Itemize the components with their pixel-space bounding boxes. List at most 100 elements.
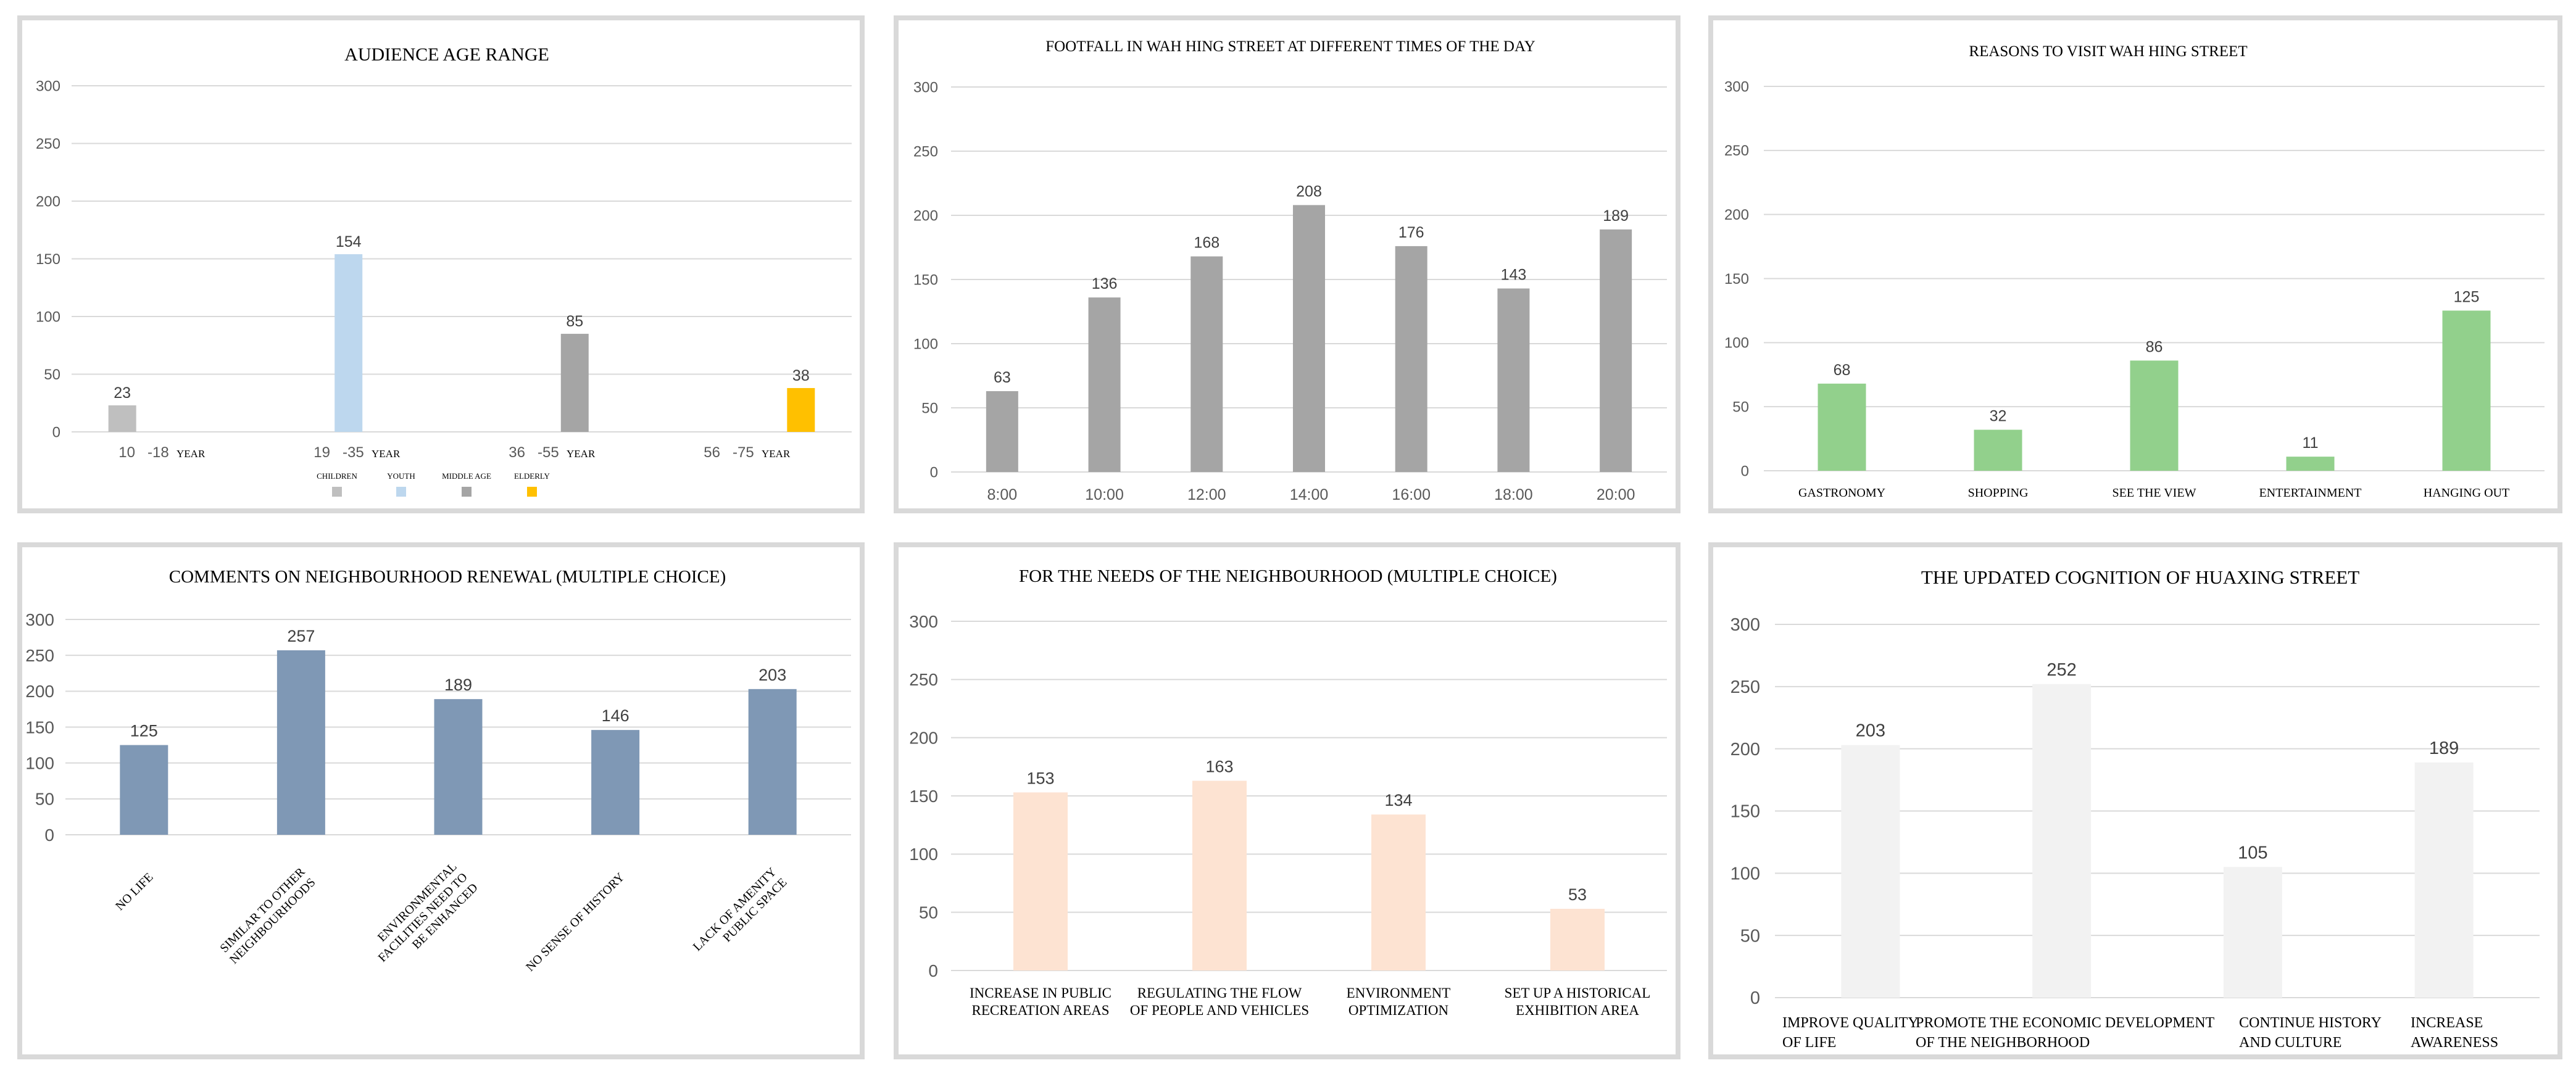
data-label: 134 [1384,791,1412,809]
x-tick-label-line: OF THE NEIGHBORHOOD [1916,1035,2090,1051]
legend-label: CHILDREN [317,471,357,481]
data-label: 154 [336,233,362,250]
chart-title: FOOTFALL IN WAH HING STREET AT DIFFERENT… [1045,38,1535,55]
x-tick-label-line: SIMILAR TO OTHER [217,865,308,956]
x-tick-label-line: IMPROVE QUALITY [1782,1015,1919,1031]
y-tick-label: 100 [1730,864,1760,884]
y-tick-label: 200 [1724,207,1749,223]
data-label: 163 [1205,757,1233,776]
x-tick-label: HANGING OUT [2424,486,2509,500]
x-tick-label: NO LIFE [113,871,156,913]
y-tick-label: 150 [1724,271,1749,288]
y-tick-label: 300 [913,79,938,96]
y-tick-label: 100 [913,336,938,352]
x-tick-label-line: EXHIBITION AREA [1516,1003,1639,1018]
bar [120,745,168,835]
chart-needs: FOR THE NEEDS OF THE NEIGHBOURHOOD (MULT… [909,566,1667,1018]
chart-title: THE UPDATED COGNITION OF HUAXING STREET [1921,566,2359,588]
x-tick-number: 56 [704,444,720,461]
bar [1841,745,1900,998]
y-tick-label: 50 [1740,926,1760,946]
x-tick-number: 19 [314,444,330,461]
x-tick-range: -35 [343,444,364,461]
chart-title: FOR THE NEEDS OF THE NEIGHBOURHOOD (MULT… [1019,566,1557,586]
bar-elderly [787,387,815,432]
y-tick-label: 100 [909,845,938,864]
x-tick-label: 8:00 [987,486,1018,503]
y-tick-label: 300 [1730,615,1760,635]
x-tick-label-line: SET UP A HISTORICAL [1505,985,1651,1001]
data-label: 85 [566,313,583,330]
x-tick-label: 12:00 [1187,486,1226,503]
x-tick-label-line: REGULATING THE FLOW [1137,985,1302,1001]
data-label: 208 [1296,183,1322,200]
x-tick-label-line: OPTIMIZATION [1348,1003,1449,1018]
chart-panel-cognition: THE UPDATED COGNITION OF HUAXING STREET 0… [1708,542,2562,1059]
x-tick-label-line: FACILITIES NEED TO [376,871,470,965]
bar [2130,360,2179,471]
y-tick-label: 250 [36,136,60,152]
chart-title: REASONS TO VISIT WAH HING STREET [1969,43,2247,60]
y-tick-label: 50 [919,903,938,922]
bar [1395,246,1427,472]
data-label: 143 [1501,267,1527,284]
y-tick-label: 100 [25,753,54,772]
y-tick-label: 150 [1730,802,1760,822]
bar [2286,457,2335,471]
bar [986,391,1018,472]
y-tick-label: 150 [909,787,938,806]
x-tick-label-line: AWARENESS [2411,1035,2498,1051]
x-tick-label-line: NO LIFE [113,871,156,913]
bar [1818,383,1866,471]
legend-swatch [396,487,406,497]
x-tick-label-line: CONTINUE HISTORY [2239,1015,2382,1031]
bar [2223,867,2282,998]
x-tick-label-line: RECREATION AREAS [972,1003,1110,1018]
data-label: 11 [2303,434,2319,452]
x-tick-range: -75 [733,444,754,461]
data-label: 63 [994,369,1011,386]
data-label: 203 [1856,721,1885,741]
chart-cognition: THE UPDATED COGNITION OF HUAXING STREET 0… [1730,566,2540,1051]
x-tick-label-line: ENVIRONMENT [1347,985,1451,1001]
bar-youth [334,254,363,432]
y-tick-label: 200 [913,207,938,224]
x-tick-label: SEE THE VIEW [2113,486,2196,500]
chart-footfall: FOOTFALL IN WAH HING STREET AT DIFFERENT… [913,38,1667,503]
y-tick-label: 150 [913,271,938,288]
y-tick-label: 0 [52,424,60,441]
data-label: 189 [2429,739,2459,758]
y-tick-label: 100 [36,308,60,325]
x-tick-label-line: OF LIFE [1782,1035,1836,1051]
bar [1974,429,2022,471]
chart-title: COMMENTS ON NEIGHBOURHOOD RENEWAL (MULTI… [169,567,726,587]
y-tick-label: 0 [1741,463,1749,479]
data-label: 136 [1092,275,1118,292]
bar [1013,792,1068,970]
x-tick-unit: YEAR [177,448,206,460]
bar [1190,256,1223,472]
bar [591,730,640,835]
chart-title: AUDIENCE AGE RANGE [344,44,549,65]
data-label: 53 [1568,885,1587,904]
x-tick-label-line: OF PEOPLE AND VEHICLES [1130,1003,1309,1018]
bar [1293,205,1325,472]
y-tick-label: 150 [36,251,60,268]
y-tick-label: 0 [1750,988,1760,1008]
chart-panel-footfall: FOOTFALL IN WAH HING STREET AT DIFFERENT… [894,15,1681,513]
y-tick-label: 50 [44,366,60,383]
x-tick-number: 36 [509,444,525,461]
bar [1192,780,1247,970]
x-tick-label: 10:00 [1085,486,1124,503]
x-tick-label: 14:00 [1290,486,1329,503]
x-tick-unit: YEAR [372,448,401,460]
y-tick-label: 200 [909,728,938,747]
x-tick-number: 10 [118,444,135,461]
y-tick-label: 300 [909,612,938,631]
chart-panel-audience-age: AUDIENCE AGE RANGE 0 50 100 150 200 250 300 23 15… [17,15,865,513]
y-tick-label: 250 [25,646,54,665]
chart-panel-needs: FOR THE NEEDS OF THE NEIGHBOURHOOD (MULT… [894,542,1681,1059]
chart-reasons: REASONS TO VISIT WAH HING STREET 0 50 100 15… [1724,43,2545,500]
